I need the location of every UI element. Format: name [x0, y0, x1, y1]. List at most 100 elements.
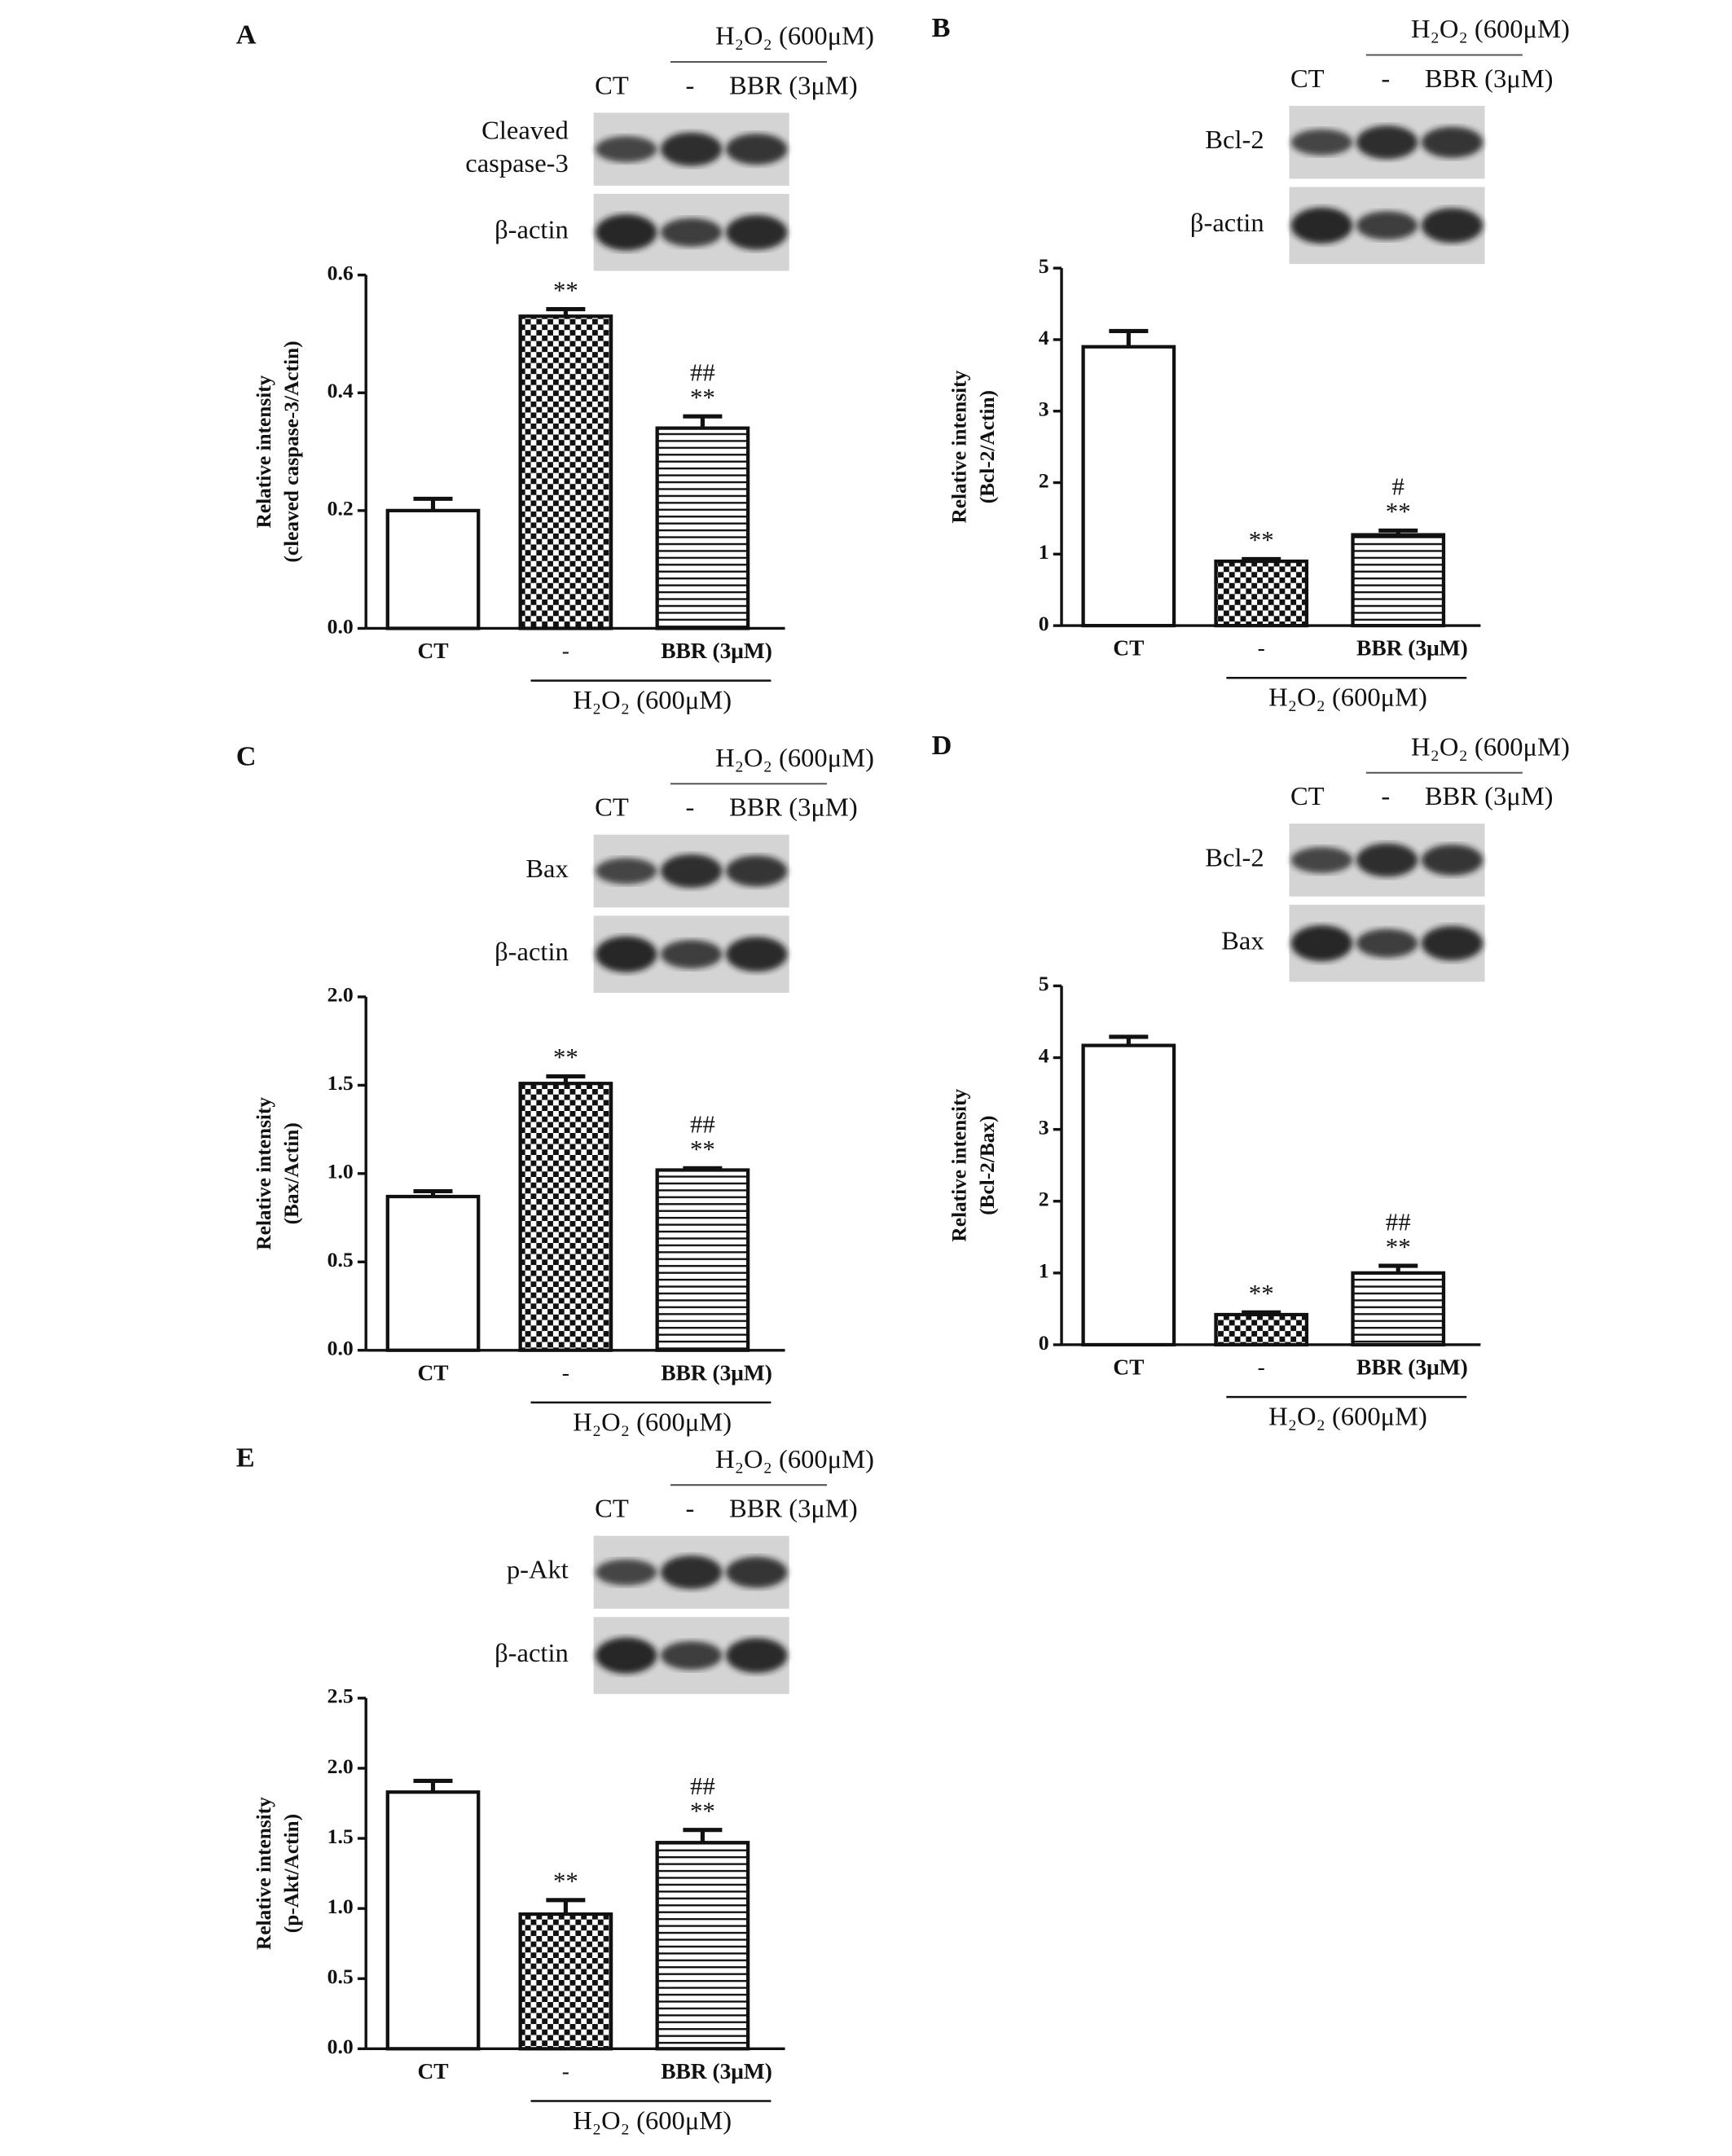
y-tick-label: 0.0: [327, 1337, 354, 1360]
blot-lane-label: -: [686, 1494, 695, 1523]
blot-header: H₂O₂ (600μM): [715, 21, 874, 50]
y-axis-label-line: Relative intensity: [251, 1097, 275, 1250]
blot-band: [660, 132, 723, 166]
y-axis-label-line: (Bcl-2/Bax): [975, 1116, 999, 1215]
blot-row-label: Bax: [525, 854, 568, 883]
panel-letter: E: [236, 1443, 255, 1473]
x-tick-label: CT: [417, 1361, 448, 1385]
error-bar: [1109, 1034, 1149, 1046]
significance-label: **: [1249, 526, 1274, 554]
panel-letter: B: [932, 13, 951, 43]
blot-row-label: β-actin: [495, 937, 569, 966]
x-tick-label: CT: [1113, 1355, 1144, 1380]
significance-label: **: [690, 384, 715, 411]
y-tick-label: 0.2: [327, 497, 354, 520]
x-tick-label: BBR (3μM): [1356, 636, 1468, 661]
blot-lane-label: BBR (3μM): [1425, 781, 1554, 810]
blot-band: [1356, 929, 1418, 958]
y-tick-label: 2.5: [327, 1684, 354, 1708]
bar: [1081, 345, 1176, 628]
error-bar: [413, 496, 453, 511]
y-tick-label: 4: [1039, 1044, 1049, 1068]
bar: [1214, 559, 1309, 628]
blot-lane-label: BBR (3μM): [729, 71, 858, 100]
x-tick-label: BBR (3μM): [1356, 1355, 1468, 1380]
y-axis-label-line: (cleaved caspase-3/Actin): [279, 341, 303, 563]
bar: [655, 426, 750, 630]
y-tick-label: 5: [1039, 972, 1049, 995]
panel-letter: C: [236, 742, 257, 772]
error-bar: [1378, 1263, 1418, 1273]
y-tick-label: 5: [1039, 254, 1049, 278]
blot-band: [725, 855, 788, 887]
error-bar: [1109, 328, 1149, 347]
significance-label: ##: [690, 1772, 715, 1800]
significance-label: ##: [1386, 1209, 1411, 1236]
significance-label: **: [1249, 1280, 1274, 1307]
bar: [385, 1790, 481, 2051]
x-tick-label: BBR (3μM): [661, 2059, 772, 2084]
blot-band: [595, 1559, 657, 1586]
y-tick-label: 2: [1039, 1188, 1049, 1211]
panel: D 0 1 2 3 4 5 Relative intensity (Bcl-2/Bax) CT **…: [932, 731, 1570, 1430]
y-tick-label: 1.0: [327, 1895, 354, 1918]
y-tick-label: 1: [1039, 1259, 1049, 1283]
group-label: H₂O₂ (600μM): [1268, 683, 1427, 712]
y-tick-label: 1: [1039, 540, 1049, 564]
blot-band: [725, 1638, 788, 1673]
significance-label: **: [553, 1868, 578, 1895]
blot-row-label: p-Akt: [507, 1555, 569, 1584]
error-bar: [413, 1188, 453, 1197]
y-axis-label-line: (Bcl-2/Actin): [975, 390, 999, 503]
bar: [518, 1082, 613, 1352]
error-bar: [546, 1074, 586, 1084]
blot-band: [1421, 126, 1484, 158]
blot-lane-label: -: [1381, 781, 1390, 810]
significance-label: ##: [690, 1111, 715, 1139]
significance-label: **: [1386, 498, 1411, 525]
blot-band: [660, 854, 723, 889]
y-tick-label: 1.5: [327, 1824, 354, 1848]
y-axis-label-line: Relative intensity: [947, 1089, 970, 1242]
blot-band: [725, 1557, 788, 1588]
y-axis-label: Relative intensity (Bax/Actin): [251, 1097, 303, 1250]
blot-band: [660, 217, 723, 247]
significance-label: **: [553, 1043, 578, 1071]
y-axis-label: Relative intensity (cleaved caspase-3/Act…: [251, 341, 303, 563]
y-tick-label: 2: [1039, 469, 1049, 493]
x-tick-label: BBR (3μM): [661, 1361, 772, 1385]
y-tick-label: 4: [1039, 326, 1049, 349]
blot-lane-label: CT: [595, 793, 629, 822]
blot-band: [725, 134, 788, 165]
blot-row-label: Bcl-2: [1205, 843, 1264, 872]
panel-letter: D: [932, 731, 952, 761]
y-axis-label: Relative intensity (p-Akt/Actin): [251, 1797, 303, 1950]
error-bar: [683, 1166, 723, 1170]
blot-band: [1290, 846, 1353, 873]
y-axis-label-line: Relative intensity: [947, 371, 970, 524]
blot-band: [725, 214, 788, 250]
y-tick-label: 0.0: [327, 614, 354, 638]
blot-band: [1421, 208, 1484, 244]
blot-lane-label: -: [1381, 64, 1390, 93]
significance-label: **: [1386, 1233, 1411, 1261]
y-axis-label: Relative intensity (Bcl-2/Actin): [947, 371, 999, 524]
x-tick-label: -: [562, 1361, 569, 1385]
x-tick-label: CT: [417, 639, 448, 663]
bar: [1214, 1312, 1309, 1347]
bar: [518, 1912, 613, 2051]
blot-lane-label: CT: [595, 71, 629, 100]
y-tick-label: 0.4: [327, 379, 354, 402]
bar: [655, 1841, 750, 2051]
significance-label: **: [690, 1135, 715, 1163]
y-tick-label: 1.5: [327, 1071, 354, 1095]
group-label: H₂O₂ (600μM): [573, 2106, 732, 2135]
significance-label: **: [690, 1798, 715, 1825]
blot-lane-label: BBR (3μM): [729, 793, 858, 822]
blot-lane-label: CT: [1290, 781, 1325, 810]
blot-row-label: Bcl-2: [1205, 125, 1264, 154]
blot-band: [1356, 843, 1418, 877]
x-tick-label: -: [1258, 1355, 1265, 1380]
bar: [385, 508, 481, 630]
